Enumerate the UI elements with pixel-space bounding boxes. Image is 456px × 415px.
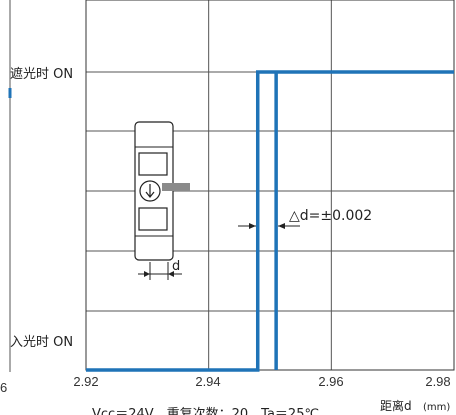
d-label: d [172,259,180,274]
y-label-lit-on: 入光时 ON [10,335,73,350]
x-axis-label: 距离d [380,398,412,413]
sensor-window-top [138,152,168,176]
sensor-window-bottom [138,207,168,231]
y-label-shaded-on: 遮光时 ON [10,66,73,82]
left-clip-label: 6 [0,380,7,395]
d-arrowhead-right [168,271,174,277]
x-tick-label: 2.96 [318,374,343,389]
x-tick-label: 2.92 [73,374,98,389]
footnote: Vcc＝24V 重复次数：20 Ta＝25℃ [92,406,319,415]
sensor-beam [162,183,190,191]
plot-frame [85,0,455,371]
sensor-illustration: d [134,121,190,280]
delta-label: △d=±0.002 [289,208,372,224]
x-tick-label: 2.94 [195,374,220,389]
sensor-arrow-icon [145,184,155,198]
delta-arrowhead-right [278,223,285,229]
x-tick-label: 2.98 [425,374,450,389]
delta-arrowhead-left [249,223,256,229]
series-line-1 [86,70,454,372]
series-group [86,70,454,372]
x-axis-unit: (mm) [423,402,450,413]
d-arrowhead-left [144,271,150,277]
